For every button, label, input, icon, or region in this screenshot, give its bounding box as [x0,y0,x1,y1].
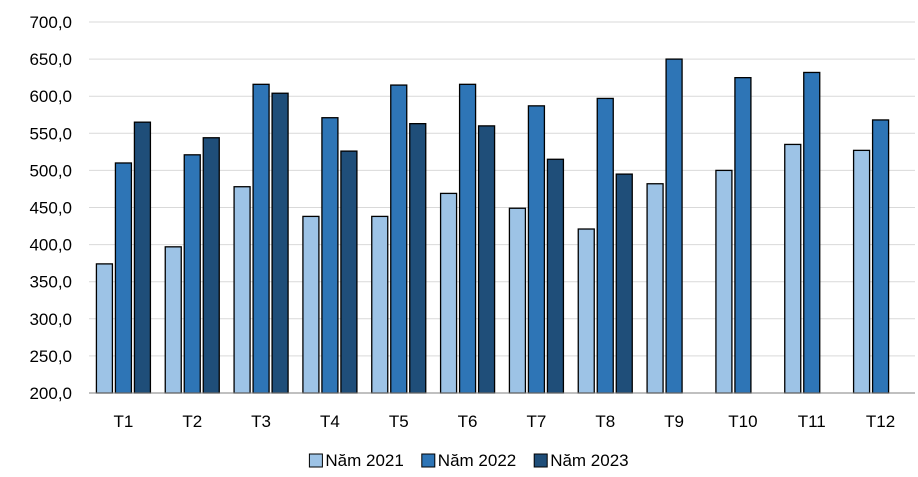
bar-T9-2 [665,58,683,394]
y-tick-label: 300,0 [29,310,72,329]
y-tick-label: 500,0 [29,161,72,180]
bar-T1-3 [133,121,152,394]
legend-item: Năm 2021 [308,451,404,470]
x-tick-label: T12 [866,412,895,431]
x-tick-label: T7 [526,412,546,431]
bar-T10-1 [715,169,733,394]
y-tick-label: 650,0 [29,50,72,69]
gridlines [89,21,915,357]
bar-T7-3 [546,158,565,394]
y-tick-label: 400,0 [29,236,72,255]
y-tick-label: 700,0 [29,13,72,32]
bar-T8-3 [615,173,633,394]
x-axis: T1 T2 T3 T4 T5 T6 T7 T8 T9 T10 T11 T12 [89,392,915,431]
x-tick-label: T8 [595,412,615,431]
x-tick-label: T1 [113,412,133,431]
x-tick-label: T6 [458,412,478,431]
x-tick-label: T4 [320,412,340,431]
legend-swatch [308,453,323,468]
bar-T2-2 [183,154,201,394]
x-tick-label: T10 [728,412,757,431]
legend-label: Năm 2022 [438,451,516,470]
y-tick-label: 450,0 [29,199,72,218]
bar-T9-1 [646,183,664,394]
legend-item: Năm 2023 [533,451,629,470]
bar-T2-1 [164,246,182,394]
bar-T8-1 [577,228,595,394]
legend: Năm 2021 Năm 2022 Năm 2023 [308,451,629,470]
bar-T4-2 [321,117,339,394]
bar-T2-3 [202,137,220,394]
bar-T7-1 [508,207,527,394]
bar-T5-2 [390,84,408,394]
bar-T5-1 [371,215,389,394]
legend-label: Năm 2021 [325,451,403,470]
legend-item: Năm 2022 [421,451,516,470]
bar-T6-3 [477,125,496,394]
legend-swatch [421,453,436,468]
bar-T3-3 [271,92,289,394]
bar-T1-1 [95,263,114,394]
x-tick-label: T3 [251,412,271,431]
x-tick-label: T9 [664,412,684,431]
bar-T12-2 [871,119,890,394]
bar-T12-1 [852,149,871,394]
y-axis: 200,0 250,0 300,0 350,0 400,0 450,0 500,0 550,0… [29,13,72,403]
bar-T11-2 [803,71,821,394]
y-tick-label: 250,0 [29,347,72,366]
bar-T5-3 [409,123,427,394]
bar-T4-3 [340,150,358,394]
x-tick-label: T11 [798,412,826,431]
legend-label: Năm 2023 [550,451,628,470]
bar-T7-2 [527,105,546,394]
y-tick-label: 350,0 [29,273,72,292]
y-tick-label: 600,0 [29,87,72,106]
bar-T3-1 [233,186,251,394]
y-tick-label: 200,0 [29,384,72,403]
bars [95,58,890,394]
bar-T10-2 [734,77,752,394]
x-tick-label: T5 [389,412,409,431]
bar-T3-2 [252,83,270,394]
legend-swatch [533,453,548,468]
bar-T8-2 [596,97,614,394]
bar-T4-1 [302,215,320,394]
bar-T6-1 [439,192,458,394]
bar-T1-2 [114,162,133,394]
bar-T11-1 [784,143,802,394]
x-tick-label: T2 [182,412,202,431]
y-tick-label: 550,0 [29,124,72,143]
bar-T6-2 [458,83,477,394]
